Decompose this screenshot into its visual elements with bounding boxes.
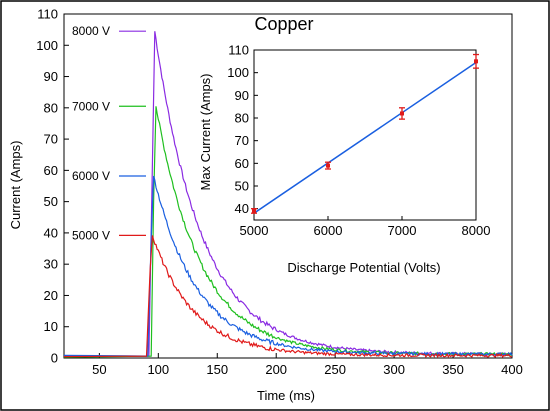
inset-x-tick-label: 5000 <box>240 223 269 238</box>
inset-y-axis-label: Max Current (Amps) <box>198 73 213 190</box>
y-tick-label: 110 <box>37 7 58 22</box>
series-line-6000v <box>63 175 513 357</box>
data-point <box>400 111 404 116</box>
x-tick-label: 200 <box>265 362 287 377</box>
legend-label: 7000 V <box>72 99 110 113</box>
y-tick-label: 90 <box>44 69 58 84</box>
legend-label: 6000 V <box>72 169 110 183</box>
inset-x-axis-label: Discharge Potential (Volts) <box>287 260 440 275</box>
y-tick-label: 50 <box>44 194 58 209</box>
data-point <box>474 59 478 64</box>
main-series-group <box>63 31 513 359</box>
inset-y-tick-label: 90 <box>235 88 249 103</box>
inset-series-group <box>251 53 479 214</box>
y-tick-label: 10 <box>44 319 58 334</box>
x-tick-label: 100 <box>147 362 169 377</box>
y-tick-label: 0 <box>51 351 58 366</box>
y-tick-label: 60 <box>44 163 58 178</box>
fit-line <box>253 61 477 214</box>
inset-y-tick-label: 80 <box>235 111 249 126</box>
x-tick-label: 50 <box>92 362 106 377</box>
inset-plot-frame <box>253 49 477 221</box>
main-axis-ticks: 50 100 150 200 250 300 350 400 0 10 20 30 40 50 60 70 80… <box>36 7 523 378</box>
series-line-5000v <box>63 235 512 359</box>
y-tick-label: 70 <box>44 132 58 147</box>
y-tick-label: 100 <box>36 38 58 53</box>
inset-y-tick-label: 40 <box>235 201 249 216</box>
x-tick-label: 250 <box>324 362 346 377</box>
x-tick-label: 350 <box>442 362 464 377</box>
inset-y-tick-label: 50 <box>235 179 249 194</box>
legend-label: 8000 V <box>72 24 110 38</box>
main-y-axis-label: Current (Amps) <box>8 141 23 230</box>
legend-label: 5000 V <box>72 228 110 242</box>
chart-title: Copper <box>254 14 313 34</box>
inset-axis-ticks: 5000 6000 7000 8000 40 50 60 70 80 90 100 110 <box>227 43 490 239</box>
main-plot-frame <box>63 13 513 359</box>
main-legend: 8000 V 7000 V 6000 V 5000 V <box>72 24 146 242</box>
y-tick-label: 40 <box>44 225 58 240</box>
x-tick-label: 300 <box>383 362 405 377</box>
x-tick-label: 400 <box>501 362 523 377</box>
y-tick-label: 20 <box>44 288 58 303</box>
inset-y-tick-label: 100 <box>227 65 249 80</box>
x-tick-label: 150 <box>206 362 228 377</box>
data-point <box>326 163 330 168</box>
inset-x-tick-label: 7000 <box>388 223 417 238</box>
inset-x-tick-label: 6000 <box>314 223 343 238</box>
inset-y-tick-label: 60 <box>235 156 249 171</box>
inset-x-tick-label: 8000 <box>462 223 491 238</box>
y-tick-label: 80 <box>44 100 58 115</box>
data-point <box>252 208 256 213</box>
main-x-axis-label: Time (ms) <box>257 388 315 403</box>
y-tick-label: 30 <box>44 257 58 272</box>
inset-y-tick-label: 70 <box>235 133 249 148</box>
inset-y-tick-label: 110 <box>228 43 249 58</box>
